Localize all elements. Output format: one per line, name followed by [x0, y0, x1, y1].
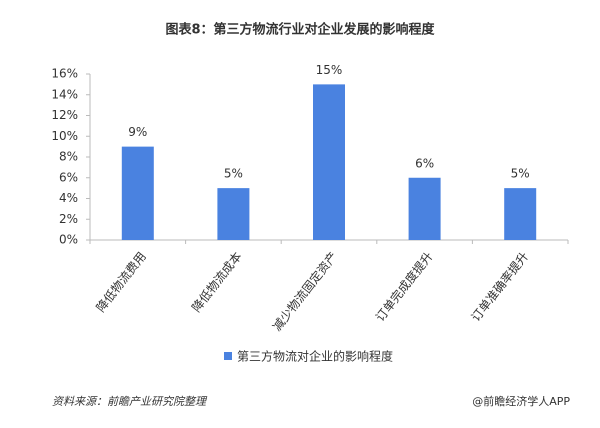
value-label: 6%	[415, 156, 434, 170]
credit: @前瞻经济学人APP	[472, 394, 570, 408]
x-tick-label: 订单准确率提升	[468, 249, 532, 324]
x-tick-label: 订单完成度提升	[372, 249, 436, 324]
value-label: 15%	[316, 63, 343, 77]
x-tick-label: 降低物流费用	[94, 249, 149, 314]
y-tick-label: 0%	[59, 233, 78, 247]
bar	[121, 146, 154, 240]
chart-title: 图表8：第三方物流行业对企业发展的影响程度	[165, 22, 435, 38]
x-tick-label: 减少物流固定资产	[269, 249, 340, 334]
value-label: 5%	[224, 167, 243, 181]
y-tick-label: 16%	[51, 67, 78, 81]
x-tick-label: 降低物流成本	[189, 249, 244, 314]
y-tick-label: 10%	[51, 129, 78, 143]
value-label: 9%	[128, 125, 147, 139]
value-label: 5%	[511, 167, 530, 181]
legend-swatch	[224, 352, 232, 360]
y-tick-label: 2%	[59, 212, 78, 226]
y-tick-label: 8%	[59, 150, 78, 164]
source: 资料来源：前瞻产业研究院整理	[52, 395, 208, 408]
bar	[504, 188, 537, 240]
legend-label: 第三方物流对企业的影响程度	[237, 349, 393, 364]
bar	[313, 84, 345, 240]
y-tick-label: 14%	[51, 87, 78, 101]
y-tick-label: 12%	[51, 108, 78, 122]
y-tick-label: 4%	[59, 191, 78, 205]
bar	[408, 177, 441, 240]
y-tick-label: 6%	[59, 170, 78, 184]
bar	[217, 188, 250, 240]
